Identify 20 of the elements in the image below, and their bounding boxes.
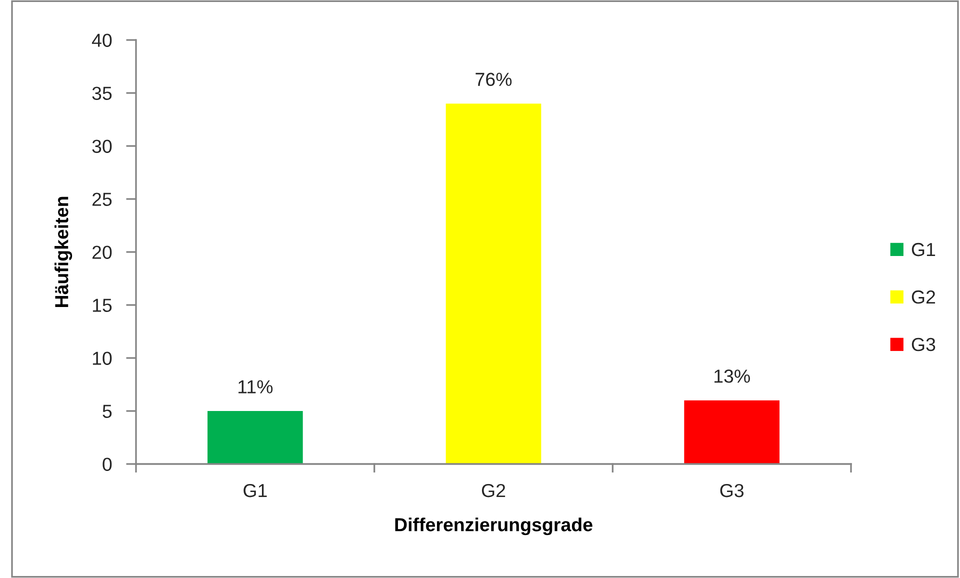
y-tick-label: 0 <box>102 458 112 471</box>
legend-label: G3 <box>912 338 936 352</box>
y-tick-label: 30 <box>92 140 112 153</box>
x-axis-title: Differenzierungsgrade <box>395 518 592 536</box>
y-axis-title: Häufigkeiten <box>54 196 72 307</box>
annotation: 11% <box>238 380 273 394</box>
annotation: 76% <box>476 72 512 86</box>
y-tick-label: 20 <box>92 246 112 259</box>
legend-label: G1 <box>912 242 936 256</box>
y-tick-label: 5 <box>102 404 112 418</box>
x-tick-label: G3 <box>720 484 744 498</box>
y-tick-label: 40 <box>92 34 112 47</box>
annotation: 13% <box>714 370 750 383</box>
y-tick-label: 15 <box>92 298 112 312</box>
x-tick-label: G2 <box>482 484 506 498</box>
y-tick-label: 10 <box>92 352 112 365</box>
x-tick-label: G1 <box>244 484 267 498</box>
y-tick-label: 35 <box>92 86 112 100</box>
y-tick-label: 25 <box>92 192 112 206</box>
legend-label: G2 <box>912 290 936 304</box>
